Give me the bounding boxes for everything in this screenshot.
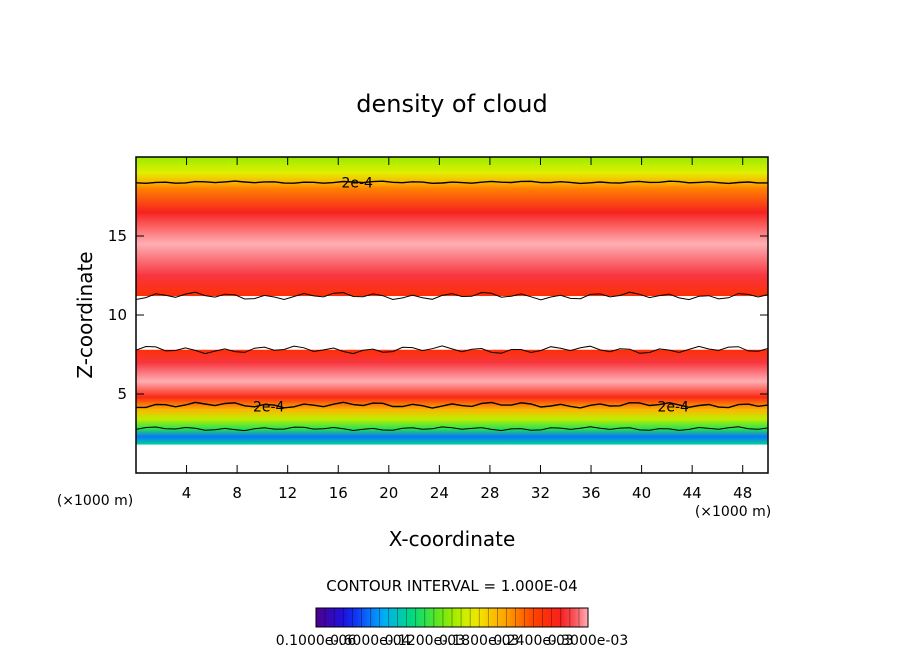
plot-area: 2e-4 2e-4 2e-4 [136,157,768,473]
x-tick-label-8: 36 [581,484,600,502]
contour-line-lower-2e-4 [136,401,768,409]
colorbar-label-4: 0.2400e-03 [493,633,573,649]
x-tick-label-5: 24 [430,484,449,502]
lower-cloud-layer [136,349,768,445]
contour-interval-label: CONTOUR INTERVAL = 1.000E-04 [326,577,577,595]
x-tick-label-7: 32 [531,484,550,502]
upper-cloud-layer [136,157,768,297]
x-tick-label-1: 8 [232,484,242,502]
y-tick-label-2: 15 [108,227,127,245]
x-axis-unit: (×1000 m) [695,504,771,520]
y-axis-title: Z-coordinate [73,251,97,378]
colorbar-labels: 0.1000e-060.6000e-040.1200e-030.1800e-03… [276,633,628,649]
contour-label-1: 2e-4 [253,400,285,416]
cloud-gap-bottom-contour [136,345,768,355]
x-tick-label-3: 16 [329,484,348,502]
chart-title: density of cloud [356,90,547,118]
colorbar-label-1: 0.6000e-04 [330,633,411,649]
x-tick-label-4: 20 [379,484,398,502]
contour-line-lower-extra [136,426,768,432]
contour-line-upper-2e-4 [136,180,768,185]
y-tick-label-1: 10 [108,306,127,324]
y-tick-label-0: 5 [117,385,127,403]
x-tick-label-10: 44 [683,484,702,502]
colorbar-label-3: 0.1800e-03 [439,633,519,649]
colorbar-ticks [324,608,580,627]
x-tick-label-9: 40 [632,484,651,502]
colorbar-label-2: 0.1200e-03 [385,633,465,649]
contour-labels: 2e-4 2e-4 2e-4 [253,175,689,415]
x-axis-ticks: 4 8 12 16 20 24 28 32 36 40 44 48 [182,157,752,502]
x-tick-label-11: 48 [733,484,752,502]
x-tick-label-6: 28 [480,484,499,502]
x-tick-label-2: 12 [278,484,297,502]
colorbar-label-0: 0.1000e-06 [276,633,357,649]
cloud-gap-top-contour [136,291,768,301]
y-axis-ticks: 5 10 15 [108,227,768,403]
contour-label-2: 2e-4 [657,400,689,416]
colorbar-label-5: 0.3000e-03 [548,633,628,649]
y-axis-unit: (×1000 m) [57,493,133,509]
x-tick-label-0: 4 [182,484,192,502]
x-axis-title: X-coordinate [389,527,516,551]
contour-label-0: 2e-4 [341,175,373,191]
